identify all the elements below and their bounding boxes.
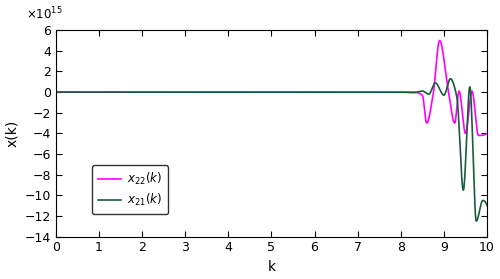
$x_{21}(k)$ — [472, 201, 478, 204]
$x_{22}(k)$ — [75, 90, 81, 94]
$x_{22}(k)$ — [472, 107, 478, 110]
Line: $x_{21}(k)$: $x_{21}(k)$ — [56, 79, 487, 221]
$x_{21}(k)$ — [448, 77, 454, 80]
$x_{21}(k)$ — [392, 90, 398, 94]
$x_{22}(k)$ — [392, 90, 398, 94]
$x_{22}(k)$ — [436, 39, 442, 42]
Text: $\times 10^{15}$: $\times 10^{15}$ — [26, 5, 63, 22]
$x_{22}(k)$ — [262, 90, 268, 94]
$x_{22}(k)$ — [251, 90, 257, 94]
$x_{21}(k)$ — [53, 90, 59, 94]
Line: $x_{22}(k)$: $x_{22}(k)$ — [56, 40, 487, 135]
$x_{21}(k)$ — [484, 204, 490, 207]
$x_{21}(k)$ — [474, 219, 480, 223]
$x_{22}(k)$ — [53, 90, 59, 94]
$x_{21}(k)$ — [251, 90, 257, 94]
X-axis label: k: k — [268, 260, 276, 274]
$x_{22}(k)$ — [484, 132, 490, 135]
Legend: $x_{22}(k)$, $x_{21}(k)$: $x_{22}(k)$, $x_{21}(k)$ — [92, 165, 168, 214]
$x_{22}(k)$ — [472, 105, 478, 108]
$x_{21}(k)$ — [75, 90, 81, 94]
$x_{22}(k)$ — [476, 134, 482, 137]
$x_{21}(k)$ — [262, 90, 268, 94]
$x_{21}(k)$ — [472, 196, 478, 199]
Y-axis label: x(k): x(k) — [5, 120, 19, 147]
